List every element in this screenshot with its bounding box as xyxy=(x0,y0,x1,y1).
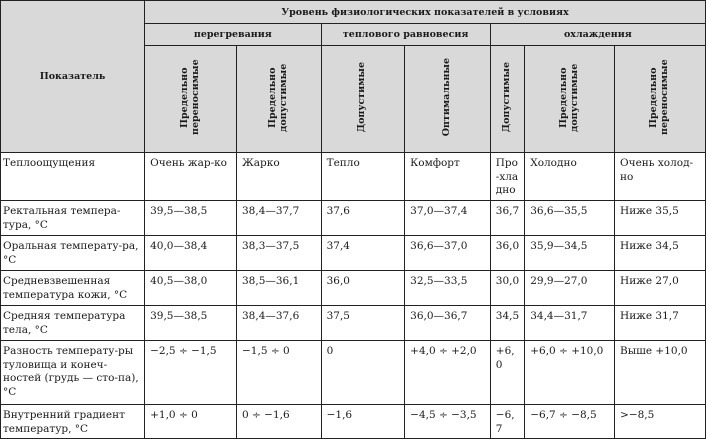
cell: 38,5—36,1 xyxy=(236,269,322,306)
group-cooling: охлаждения xyxy=(489,23,706,46)
cell: Выше +10,0 xyxy=(614,339,706,405)
cell: 36,6—35,5 xyxy=(524,199,616,236)
cell: 37,4 xyxy=(320,234,406,271)
cell: +4,0 ÷ +2,0 xyxy=(404,339,491,405)
cell: −6,7 ÷ −8,5 xyxy=(524,403,616,439)
row-name: Ректальная темпера-тура, °С xyxy=(0,199,146,236)
cell: 40,5—38,0 xyxy=(144,269,237,306)
cell: −6,7 xyxy=(489,403,526,439)
cell: Ниже 35,5 xyxy=(614,199,706,236)
cell: Ниже 27,0 xyxy=(614,269,706,306)
cell: −1,5 ÷ 0 xyxy=(236,339,322,405)
table-row: Оральная температу-ра, °С 40,0—38,4 38,3… xyxy=(0,234,706,271)
cell: 36,7 xyxy=(489,199,526,236)
group-thermal-balance: теплового равновесия xyxy=(320,23,491,46)
cell: −4,5 ÷ −3,5 xyxy=(404,403,491,439)
col-header-4: Допустимые xyxy=(489,45,526,153)
col-header-0: Предельно переносимые xyxy=(144,45,237,153)
cell: Холодно xyxy=(524,152,616,201)
table-row: Внутренний градиент температур, °С +1,0 … xyxy=(0,403,706,439)
group-overheating: перегревания xyxy=(144,23,322,46)
cell: 37,6 xyxy=(320,199,406,236)
cell: 38,4—37,7 xyxy=(236,199,322,236)
cell: 35,9—34,5 xyxy=(524,234,616,271)
row-name: Оральная температу-ра, °С xyxy=(0,234,146,271)
row-name: Внутренний градиент температур, °С xyxy=(0,403,146,439)
cell: 39,5—38,5 xyxy=(144,304,237,341)
table-row: Средняя температура тела, °С 39,5—38,5 3… xyxy=(0,304,706,341)
cell: 39,5—38,5 xyxy=(144,199,237,236)
cell: +6,0 xyxy=(489,339,526,405)
cell: 36,0 xyxy=(320,269,406,306)
row-name: Средняя температура тела, °С xyxy=(0,304,146,341)
cell: Про-хладно xyxy=(489,152,526,201)
table-row: Теплоощущения Очень жар-ко Жарко Тепло К… xyxy=(0,152,706,201)
parameter-header: Показатель xyxy=(0,0,146,153)
cell: Ниже 34,5 xyxy=(614,234,706,271)
col-header-1: Предельно допустимые xyxy=(236,45,322,153)
cell: >−8,5 xyxy=(614,403,706,439)
cell: +6,0 ÷ +10,0 xyxy=(524,339,616,405)
table-row: Средневзвешенная температура кожи, °С 40… xyxy=(0,269,706,306)
table-row: Разность температу-ры туловища и конеч-н… xyxy=(0,339,706,405)
cell: +1,0 ÷ 0 xyxy=(144,403,237,439)
cell: Очень жар-ко xyxy=(144,152,237,201)
cell: Комфорт xyxy=(404,152,491,201)
cell: 34,4—31,7 xyxy=(524,304,616,341)
cell: −1,6 xyxy=(320,403,406,439)
cell: 38,4—37,6 xyxy=(236,304,322,341)
col-header-5: Предельно допустимые xyxy=(524,45,616,153)
row-name: Теплоощущения xyxy=(0,152,146,201)
col-header-2: Допустимые xyxy=(320,45,406,153)
row-name: Средневзвешенная температура кожи, °С xyxy=(0,269,146,306)
cell: 38,3—37,5 xyxy=(236,234,322,271)
cell: 0 xyxy=(320,339,406,405)
cell: 0 ÷ −1,6 xyxy=(236,403,322,439)
cell: 34,5 xyxy=(489,304,526,341)
cell: Ниже 31,7 xyxy=(614,304,706,341)
table-row: Ректальная темпера-тура, °С 39,5—38,5 38… xyxy=(0,199,706,236)
cell: 30,0 xyxy=(489,269,526,306)
cell: 36,0—36,7 xyxy=(404,304,491,341)
cell: Тепло xyxy=(320,152,406,201)
cell: 37,0—37,4 xyxy=(404,199,491,236)
cell: Жарко xyxy=(236,152,322,201)
col-header-6: Предельно переносимые xyxy=(614,45,706,153)
cell: 36,6—37,0 xyxy=(404,234,491,271)
cell: 32,5—33,5 xyxy=(404,269,491,306)
cell: Очень холод-но xyxy=(614,152,706,201)
cell: −2,5 ÷ −1,5 xyxy=(144,339,237,405)
cell: 36,0 xyxy=(489,234,526,271)
row-name: Разность температу-ры туловища и конеч-н… xyxy=(0,339,146,405)
cell: 37,5 xyxy=(320,304,406,341)
col-header-3: Оптимальные xyxy=(404,45,491,153)
table-title: Уровень физиологических показателей в ус… xyxy=(144,0,706,24)
cell: 40,0—38,4 xyxy=(144,234,237,271)
cell: 29,9—27,0 xyxy=(524,269,616,306)
